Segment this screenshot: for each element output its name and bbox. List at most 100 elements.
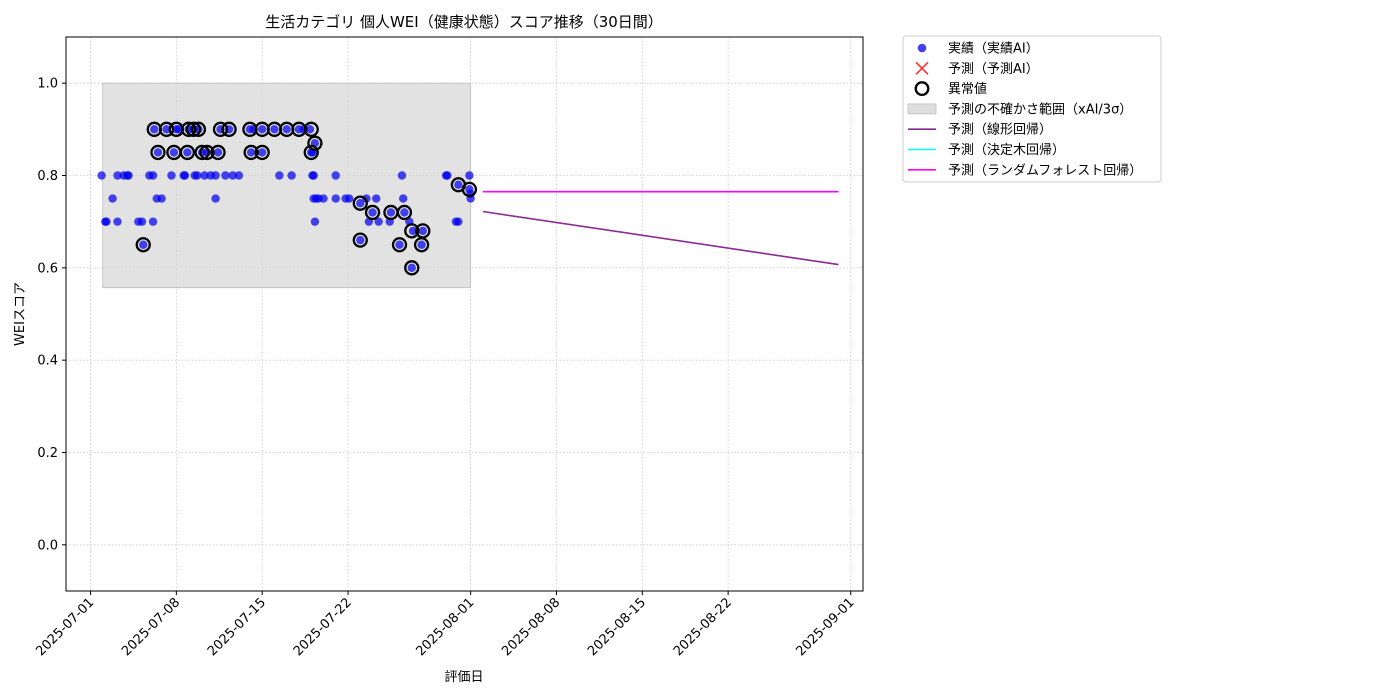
actual-point <box>221 171 230 180</box>
anomaly-marker <box>135 237 151 253</box>
y-axis-label: WEIスコア <box>13 282 28 346</box>
actual-point <box>137 217 147 226</box>
actual-point <box>174 125 184 134</box>
actual-point <box>270 125 279 134</box>
anomaly-marker <box>461 181 478 198</box>
legend-item: 予測（予測AI） <box>915 61 1039 77</box>
actual-point <box>443 171 452 180</box>
x-tick-label: 2025-07-22 <box>291 595 355 659</box>
legend-cross-icon <box>915 61 929 75</box>
actual-point <box>211 171 220 180</box>
y-tick-label: 0.6 <box>37 261 58 276</box>
actual-point <box>400 208 409 217</box>
chart-title: 生活カテゴリ 個人WEI（健康状態）スコア推移（30日間） <box>265 13 663 31</box>
actual-point <box>386 208 396 217</box>
anomaly-marker <box>221 121 237 137</box>
actual-point <box>356 199 365 208</box>
actual-point <box>331 194 340 203</box>
actual-point <box>211 194 220 203</box>
legend-label: 予測（予測AI） <box>948 62 1039 77</box>
actual-point <box>139 240 148 249</box>
actual-point <box>454 217 463 226</box>
actual-point <box>228 171 237 180</box>
x-tick-label: 2025-07-15 <box>205 595 269 659</box>
anomaly-marker <box>179 144 196 161</box>
actual-point <box>246 148 256 157</box>
actual-point <box>108 194 117 203</box>
legend-item: 予測の不確かさ範囲（xAI/3σ） <box>907 101 1132 117</box>
legend-label: 実績（実績AI） <box>948 41 1039 57</box>
anomaly-marker <box>210 144 226 161</box>
anomaly-marker <box>391 237 408 253</box>
legend-item: 異常値 <box>914 81 987 97</box>
legend-label: 異常値 <box>948 81 987 97</box>
legend-item: 予測（ランダムフォレスト回帰） <box>908 162 1142 178</box>
actual-point <box>310 217 320 226</box>
anomaly-marker <box>404 260 420 276</box>
actual-point <box>148 217 158 226</box>
anomaly-marker <box>364 204 381 221</box>
actual-point <box>150 125 159 134</box>
uncertainty-band-layer <box>102 82 472 289</box>
actual-point <box>162 125 171 134</box>
actual-point <box>374 217 383 226</box>
anomaly-marker <box>158 121 175 137</box>
anomaly-marker <box>396 204 413 221</box>
legend-item: 予測（決定木回帰） <box>908 142 1065 158</box>
actual-point <box>148 171 158 180</box>
legend-item: 実績（実績AI） <box>917 41 1039 57</box>
actual-point <box>305 125 315 134</box>
uncertainty-band <box>102 82 472 289</box>
legend-label: 予測（線形回帰） <box>948 122 1052 138</box>
actual-point <box>407 263 416 273</box>
forecast-lines-layer <box>482 190 839 266</box>
x-axis-ticks: 2025-07-01 2025-07-08 2025-07-15 2025-07-22… <box>33 591 858 659</box>
actual-point <box>465 171 474 180</box>
legend-band-icon <box>907 103 937 115</box>
actual-point <box>113 217 122 226</box>
anomaly-marker <box>415 223 431 239</box>
actual-point <box>257 125 267 134</box>
actual-point <box>331 171 340 180</box>
y-tick-label: 0.4 <box>37 354 58 369</box>
actual-point <box>287 171 296 180</box>
x-axis-label: 評価日 <box>444 670 483 685</box>
actual-point <box>309 171 318 180</box>
actual-point <box>319 194 328 203</box>
actual-point <box>124 171 133 180</box>
anomaly-marker <box>352 195 368 211</box>
anomaly-marker <box>212 121 229 137</box>
actual-point <box>153 148 163 157</box>
actual-point <box>113 171 122 180</box>
plot-area <box>65 36 864 592</box>
x-tick-label: 2025-08-15 <box>585 595 649 659</box>
actual-point <box>282 125 291 134</box>
anomaly-marker <box>303 144 319 161</box>
actual-point <box>372 194 381 203</box>
actual-point <box>180 171 190 180</box>
actual-point <box>157 194 166 203</box>
anomaly-points-layer <box>135 121 478 276</box>
actual-point <box>102 217 111 226</box>
anomaly-marker <box>199 144 215 161</box>
actual-point <box>183 148 192 157</box>
anomaly-marker <box>404 223 420 239</box>
actual-point <box>345 194 354 203</box>
actual-point <box>257 148 267 157</box>
actual-point <box>417 240 426 249</box>
legend-ring-icon <box>914 81 930 97</box>
x-tick-label: 2025-07-08 <box>119 595 183 659</box>
actual-point <box>200 171 209 180</box>
plot-frame <box>65 36 864 592</box>
y-tick-label: 0.0 <box>37 538 58 553</box>
actual-point <box>234 171 244 180</box>
anomaly-marker <box>254 144 270 161</box>
forecast-line <box>482 210 839 266</box>
y-tick-label: 0.8 <box>37 169 58 184</box>
actual-point <box>397 171 407 180</box>
x-tick-label: 2025-07-01 <box>33 595 97 659</box>
anomaly-marker <box>352 232 368 248</box>
anomaly-marker <box>307 135 323 151</box>
legend-label: 予測の不確かさ範囲（xAI/3σ） <box>948 101 1132 117</box>
anomaly-marker <box>303 121 319 137</box>
